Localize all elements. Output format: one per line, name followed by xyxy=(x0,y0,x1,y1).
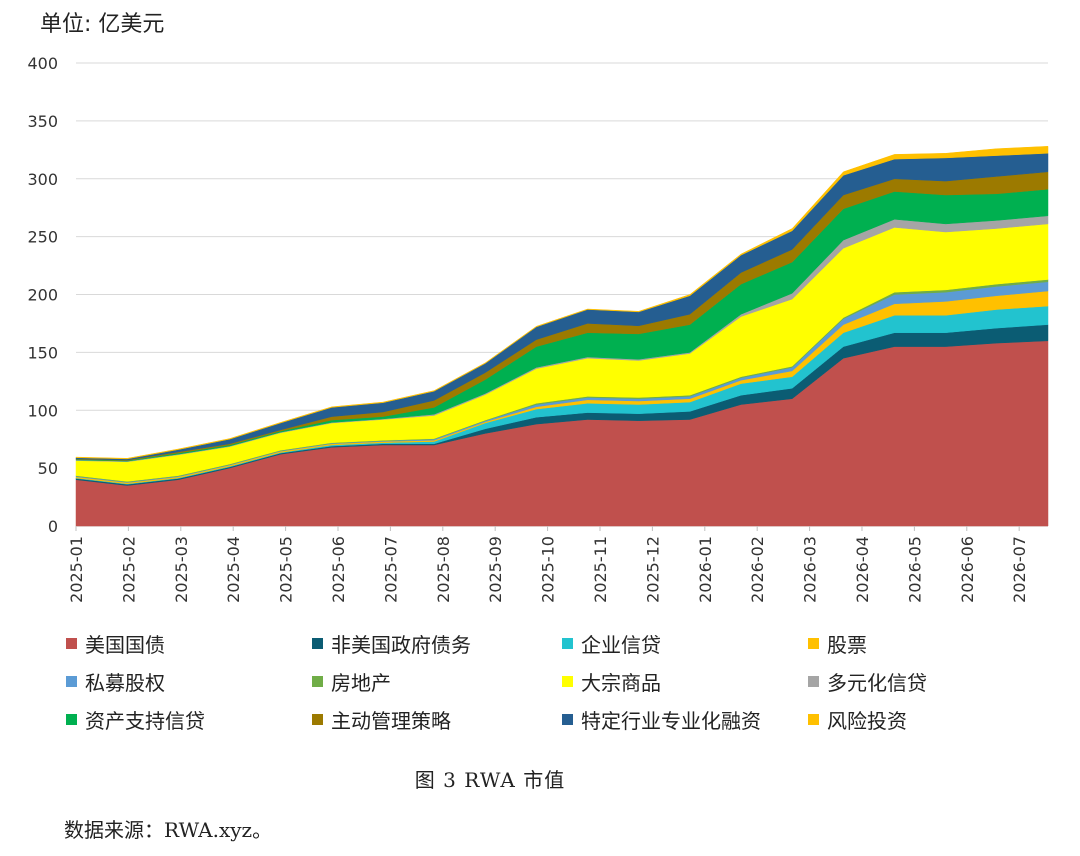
x-tick-label: 2025-12 xyxy=(643,536,662,603)
legend-item: 非美国政府债务 xyxy=(312,628,471,658)
x-tick-label: 2025-01 xyxy=(67,536,86,603)
legend-item: 房地产 xyxy=(312,666,391,696)
legend-item: 企业信贷 xyxy=(562,628,661,658)
y-tick-label: 0 xyxy=(48,517,58,536)
legend-item: 资产支持信贷 xyxy=(66,704,205,734)
legend-label: 私募股权 xyxy=(85,670,165,695)
legend-label: 房地产 xyxy=(331,670,391,695)
y-tick-label: 100 xyxy=(27,401,58,420)
x-tick-label: 2026-04 xyxy=(853,536,872,603)
area-series-group xyxy=(75,146,1049,527)
axes: 0 50 100 150 200 250 300 350 400 2025-01 2025-02 20… xyxy=(27,54,1029,603)
legend-swatch xyxy=(562,637,573,649)
x-tick-label: 2026-02 xyxy=(748,536,767,603)
y-tick-label: 150 xyxy=(27,343,58,362)
x-tick-label: 2025-02 xyxy=(119,536,138,603)
legend-swatch xyxy=(66,637,77,649)
legend-label: 股票 xyxy=(827,632,867,657)
x-tick-label: 2025-04 xyxy=(224,536,243,603)
unit-label: 单位: 亿美元 xyxy=(40,12,165,37)
x-tick-label: 2026-01 xyxy=(696,536,715,603)
y-tick-label: 400 xyxy=(27,54,58,73)
legend-item: 大宗商品 xyxy=(562,666,661,696)
legend-label: 主动管理策略 xyxy=(331,708,451,733)
legend-swatch xyxy=(562,713,573,725)
legend-swatch xyxy=(562,675,573,687)
y-tick-label: 50 xyxy=(38,459,58,478)
x-tick-label: 2025-11 xyxy=(591,536,610,603)
legend-label: 企业信贷 xyxy=(581,632,661,657)
legend-item: 风险投资 xyxy=(808,704,907,734)
legend-swatch xyxy=(808,713,819,725)
legend-label: 资产支持信贷 xyxy=(85,708,205,733)
data-source-note: 数据来源：RWA.xyz。 xyxy=(64,818,273,842)
x-tick-label: 2025-09 xyxy=(486,536,505,603)
legend-item: 私募股权 xyxy=(66,666,165,696)
x-tick-label: 2025-08 xyxy=(434,536,453,603)
stacked-area-chart: 0 50 100 150 200 250 300 350 400 2025-01 2025-02 20… xyxy=(27,54,1049,603)
x-tick-label: 2025-07 xyxy=(381,536,400,603)
x-tick-label: 2026-05 xyxy=(905,536,924,603)
legend-swatch xyxy=(312,637,323,649)
legend-swatch xyxy=(312,713,323,725)
legend-item: 特定行业专业化融资 xyxy=(562,704,761,734)
legend-item: 股票 xyxy=(808,628,867,658)
x-tick-label: 2026-07 xyxy=(1010,536,1029,603)
legend-item: 主动管理策略 xyxy=(312,704,451,734)
legend-swatch xyxy=(66,675,77,687)
legend-label: 非美国政府债务 xyxy=(331,632,471,657)
legend-item: 美国国债 xyxy=(66,628,165,658)
x-tick-label: 2025-10 xyxy=(539,536,558,603)
x-tick-label: 2026-06 xyxy=(958,536,977,603)
x-tick-label: 2025-06 xyxy=(329,536,348,603)
legend-label: 特定行业专业化融资 xyxy=(581,708,761,733)
area-series-11 xyxy=(75,146,1049,460)
x-tick-label: 2025-03 xyxy=(172,536,191,603)
legend-label: 多元化信贷 xyxy=(827,670,927,695)
legend-label: 美国国债 xyxy=(85,632,165,657)
legend-swatch xyxy=(808,675,819,687)
x-tick-label: 2025-05 xyxy=(277,536,296,603)
figure-caption: 图 3 RWA 市值 xyxy=(414,768,566,792)
legend-item: 多元化信贷 xyxy=(808,666,927,696)
legend-swatch xyxy=(808,637,819,649)
legend-swatch xyxy=(66,713,77,725)
legend-swatch xyxy=(312,675,323,687)
y-tick-label: 350 xyxy=(27,112,58,131)
x-tick-label: 2026-03 xyxy=(801,536,820,603)
legend-label: 大宗商品 xyxy=(581,670,661,695)
y-tick-label: 300 xyxy=(27,170,58,189)
y-tick-label: 250 xyxy=(27,228,58,247)
legend-label: 风险投资 xyxy=(827,708,907,733)
y-tick-label: 200 xyxy=(27,286,58,305)
